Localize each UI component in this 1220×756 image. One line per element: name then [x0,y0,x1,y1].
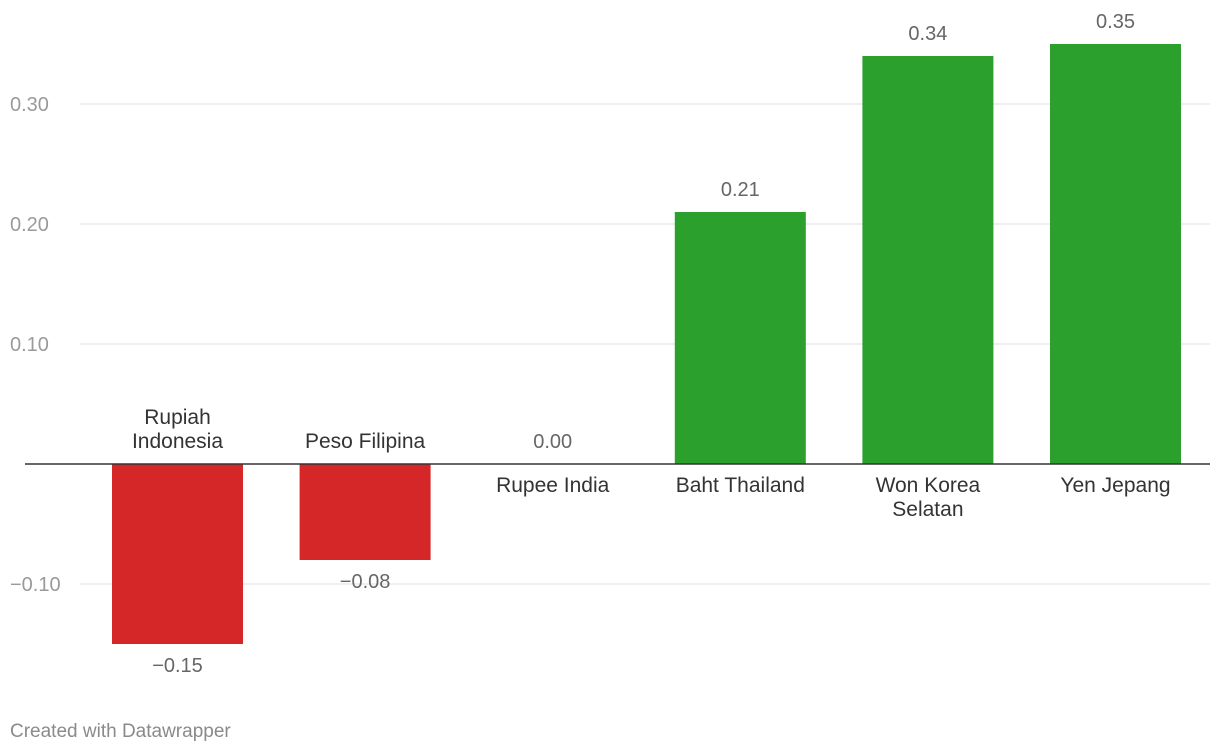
value-label: −0.08 [340,571,391,593]
y-tick-label: 0.10 [10,334,49,356]
category-label: Rupiah [144,406,211,429]
y-tick-label: 0.30 [10,94,49,116]
bars [112,44,1181,644]
bar [1050,44,1181,464]
gridlines [80,103,1210,585]
datawrapper-credit: Created with Datawrapper [10,721,231,742]
y-tick-label: 0.20 [10,214,49,236]
category-label: Baht Thailand [676,474,805,497]
value-label: 0.35 [1096,11,1135,33]
y-tick-label: −0.10 [10,574,61,596]
category-label: Indonesia [132,430,223,453]
bar [112,464,243,644]
category-label: Rupee India [496,474,610,497]
bar [299,464,431,560]
value-label: 0.00 [533,431,572,453]
value-label: −0.15 [152,655,203,677]
category-label: Peso Filipina [305,430,426,453]
bar [862,56,994,464]
category-label: Yen Jepang [1060,474,1170,497]
category-label: Won Korea [876,474,981,497]
bar [674,212,806,464]
value-label: 0.34 [908,23,947,45]
category-label: Selatan [892,498,963,521]
value-label: 0.21 [721,179,760,201]
